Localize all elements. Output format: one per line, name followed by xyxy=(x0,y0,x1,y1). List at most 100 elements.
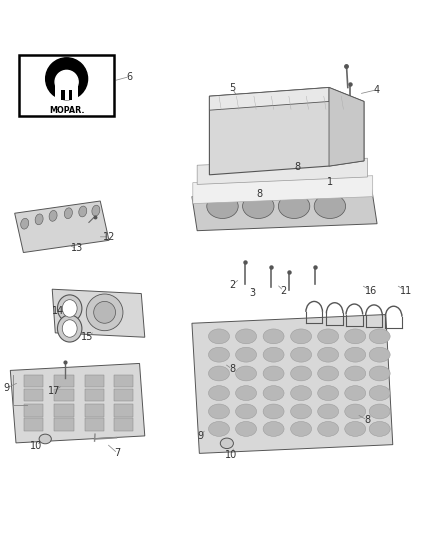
Ellipse shape xyxy=(236,348,257,362)
Ellipse shape xyxy=(318,329,339,344)
Ellipse shape xyxy=(236,366,257,381)
Text: 5: 5 xyxy=(229,83,235,93)
Polygon shape xyxy=(197,158,367,184)
Text: 8: 8 xyxy=(364,415,371,425)
Ellipse shape xyxy=(208,404,230,419)
Ellipse shape xyxy=(345,348,366,362)
Text: 2: 2 xyxy=(229,280,235,290)
Ellipse shape xyxy=(369,348,390,362)
Ellipse shape xyxy=(263,348,284,362)
Text: 1: 1 xyxy=(327,177,333,187)
Ellipse shape xyxy=(92,205,100,216)
Text: 8: 8 xyxy=(229,364,235,374)
Ellipse shape xyxy=(263,386,284,400)
Text: 4: 4 xyxy=(374,85,380,95)
Ellipse shape xyxy=(39,434,51,444)
Ellipse shape xyxy=(263,422,284,437)
Circle shape xyxy=(86,294,123,330)
Ellipse shape xyxy=(236,422,257,437)
Circle shape xyxy=(55,70,78,93)
Bar xyxy=(55,85,78,100)
Ellipse shape xyxy=(208,422,230,437)
Ellipse shape xyxy=(62,320,77,337)
Polygon shape xyxy=(209,87,364,175)
Ellipse shape xyxy=(345,386,366,400)
Ellipse shape xyxy=(35,214,43,225)
Ellipse shape xyxy=(263,404,284,419)
Ellipse shape xyxy=(290,404,311,419)
Polygon shape xyxy=(52,289,145,337)
Ellipse shape xyxy=(208,366,230,381)
Ellipse shape xyxy=(263,329,284,344)
Bar xyxy=(114,418,134,431)
Ellipse shape xyxy=(279,194,310,219)
Ellipse shape xyxy=(290,366,311,381)
Text: 7: 7 xyxy=(115,448,121,458)
Ellipse shape xyxy=(243,194,274,219)
Text: 12: 12 xyxy=(103,232,115,242)
Bar xyxy=(85,418,104,431)
Ellipse shape xyxy=(236,386,257,400)
Ellipse shape xyxy=(208,386,230,400)
Ellipse shape xyxy=(318,366,339,381)
Polygon shape xyxy=(209,87,329,110)
Bar xyxy=(24,389,43,401)
Ellipse shape xyxy=(369,404,390,419)
Ellipse shape xyxy=(64,208,72,219)
Polygon shape xyxy=(193,176,373,204)
Ellipse shape xyxy=(290,422,311,437)
Ellipse shape xyxy=(345,329,366,344)
Ellipse shape xyxy=(57,315,82,342)
Text: 10: 10 xyxy=(225,450,237,460)
Circle shape xyxy=(62,73,71,82)
Ellipse shape xyxy=(220,438,233,449)
Bar xyxy=(54,375,74,387)
Polygon shape xyxy=(192,314,393,454)
Text: 8: 8 xyxy=(256,189,262,199)
Ellipse shape xyxy=(314,194,346,219)
Ellipse shape xyxy=(263,366,284,381)
Text: 8: 8 xyxy=(294,163,300,172)
Bar xyxy=(19,55,114,116)
Bar xyxy=(85,375,104,387)
Text: 17: 17 xyxy=(48,386,60,396)
Text: 11: 11 xyxy=(400,286,412,295)
Ellipse shape xyxy=(236,329,257,344)
Ellipse shape xyxy=(290,329,311,344)
Bar xyxy=(61,90,64,100)
Bar xyxy=(54,405,74,417)
Bar xyxy=(85,389,104,401)
Text: 2: 2 xyxy=(280,286,287,296)
Bar xyxy=(69,90,72,100)
Ellipse shape xyxy=(21,219,29,229)
Text: 16: 16 xyxy=(365,286,377,295)
Ellipse shape xyxy=(318,422,339,437)
Ellipse shape xyxy=(345,404,366,419)
Text: 14: 14 xyxy=(52,306,64,316)
Bar xyxy=(114,389,134,401)
Bar xyxy=(54,418,74,431)
Ellipse shape xyxy=(318,404,339,419)
Ellipse shape xyxy=(57,295,82,322)
Ellipse shape xyxy=(369,329,390,344)
Polygon shape xyxy=(329,87,364,166)
Ellipse shape xyxy=(345,366,366,381)
Text: 15: 15 xyxy=(81,332,93,342)
Ellipse shape xyxy=(345,422,366,437)
Bar xyxy=(85,405,104,417)
Ellipse shape xyxy=(208,329,230,344)
Ellipse shape xyxy=(369,422,390,437)
Text: 9: 9 xyxy=(4,383,10,393)
Ellipse shape xyxy=(207,194,238,219)
Ellipse shape xyxy=(236,404,257,419)
Bar xyxy=(114,405,134,417)
Ellipse shape xyxy=(369,366,390,381)
Circle shape xyxy=(94,302,116,323)
Text: 6: 6 xyxy=(127,71,133,82)
Ellipse shape xyxy=(208,348,230,362)
Circle shape xyxy=(46,58,88,100)
Ellipse shape xyxy=(318,348,339,362)
Text: 13: 13 xyxy=(71,243,83,253)
Bar xyxy=(24,375,43,387)
Ellipse shape xyxy=(79,206,87,217)
